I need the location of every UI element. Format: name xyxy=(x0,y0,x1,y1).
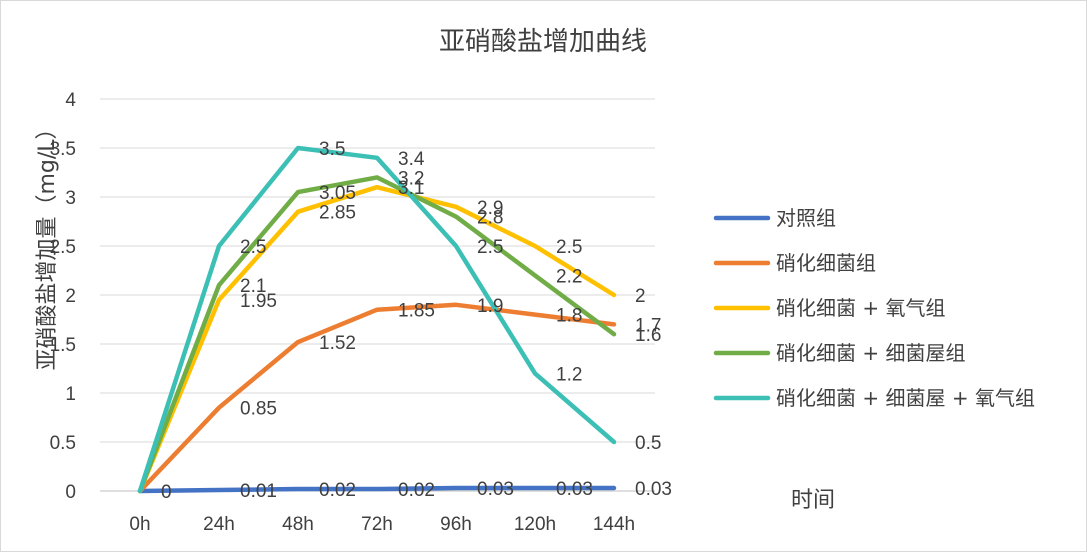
data-label: 0.5 xyxy=(635,433,661,454)
series-line-0 xyxy=(137,485,617,494)
data-label: 2.85 xyxy=(319,203,356,224)
data-label: 1.8 xyxy=(556,306,582,327)
data-label: 0 xyxy=(161,482,172,503)
data-label: 2.8 xyxy=(477,208,503,229)
data-label: 2.1 xyxy=(240,276,266,297)
data-label: 1.85 xyxy=(398,301,435,322)
series-lines xyxy=(137,145,617,494)
legend-label-1: 硝化细菌组 xyxy=(776,251,876,275)
data-label: 3.2 xyxy=(398,168,424,189)
data-label: 0.02 xyxy=(398,480,435,501)
legend-label-0: 对照组 xyxy=(776,206,836,230)
data-label: 2 xyxy=(635,286,646,307)
legend-label-3: 硝化细菌 + 细菌屋组 xyxy=(776,341,965,365)
x-tick-label: 72h xyxy=(361,514,393,535)
data-label: 2.9 xyxy=(477,198,503,219)
series-line-3 xyxy=(137,175,617,494)
data-label: 2.2 xyxy=(556,266,582,287)
data-label: 3.1 xyxy=(398,178,424,199)
y-tick-label: 2.5 xyxy=(50,237,76,258)
data-label: 3.4 xyxy=(398,149,425,170)
y-tick-label: 3.5 xyxy=(50,139,76,160)
x-tick-label: 120h xyxy=(514,514,556,535)
x-tick-label: 96h xyxy=(440,514,472,535)
data-label: 1.6 xyxy=(635,325,661,346)
y-tick-label: 0.5 xyxy=(50,433,76,454)
data-label: 0.03 xyxy=(477,479,514,500)
data-label: 0.03 xyxy=(635,479,672,500)
series-line-1 xyxy=(137,302,617,494)
y-tick-label: 1.5 xyxy=(50,335,76,356)
data-label: 1.95 xyxy=(240,291,277,312)
chart-title: 亚硝酸盐增加曲线 xyxy=(439,27,647,57)
data-label: 2.5 xyxy=(477,237,503,258)
data-label: 1.7 xyxy=(635,315,661,336)
data-label: 0.02 xyxy=(319,480,356,501)
y-tick-label: 4 xyxy=(65,90,76,111)
data-label: 2.5 xyxy=(556,237,582,258)
data-label: 3.05 xyxy=(319,183,356,204)
x-tick-label: 24h xyxy=(203,514,235,535)
data-label: 1.52 xyxy=(319,333,356,354)
y-axis-ticks: 0 0.5 1 1.5 2 2.5 3 3.5 4 xyxy=(50,90,77,503)
series-line-2 xyxy=(137,184,617,494)
x-axis-title: 时间 xyxy=(791,488,835,513)
x-tick-label: 0h xyxy=(129,514,150,535)
data-label: 1.9 xyxy=(477,296,503,317)
data-label: 0.01 xyxy=(240,481,277,502)
y-tick-label: 3 xyxy=(65,188,76,209)
x-tick-label: 48h xyxy=(282,514,314,535)
data-label: 0.03 xyxy=(556,479,593,500)
data-label: 0.85 xyxy=(240,399,277,420)
y-tick-label: 0 xyxy=(65,482,76,503)
data-label: 2.5 xyxy=(240,237,266,258)
data-label: 3.5 xyxy=(319,139,345,160)
legend-label-4: 硝化细菌 + 细菌屋 + 氧气组 xyxy=(776,386,1035,410)
x-axis-ticks: 0h 24h 48h 72h 96h 120h 144h xyxy=(129,514,635,535)
data-label: 1.2 xyxy=(556,364,582,385)
y-tick-label: 1 xyxy=(65,384,76,405)
data-labels: 0 0.01 0.02 0.02 0.03 0.03 0.03 0.85 1.52 1.85 1.9… xyxy=(161,139,672,503)
series-line-4 xyxy=(137,145,617,494)
y-tick-label: 2 xyxy=(65,286,76,307)
legend-label-2: 硝化细菌 + 氧气组 xyxy=(776,296,945,320)
y-axis-title: 亚硝酸盐增加量（mg/L） xyxy=(35,117,60,370)
x-tick-label: 144h xyxy=(593,514,635,535)
